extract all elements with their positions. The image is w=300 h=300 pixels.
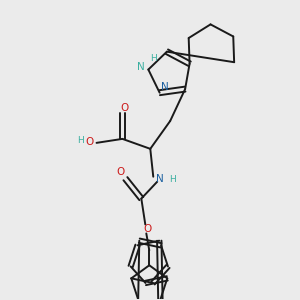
Text: H: H (150, 54, 157, 63)
Text: O: O (120, 103, 128, 113)
Text: N: N (137, 61, 145, 72)
Text: H: H (77, 136, 84, 146)
Text: O: O (116, 167, 124, 177)
Text: N: N (161, 82, 169, 92)
Text: H: H (169, 175, 175, 184)
Text: O: O (143, 224, 152, 235)
Text: O: O (85, 137, 94, 147)
Text: N: N (156, 174, 164, 184)
